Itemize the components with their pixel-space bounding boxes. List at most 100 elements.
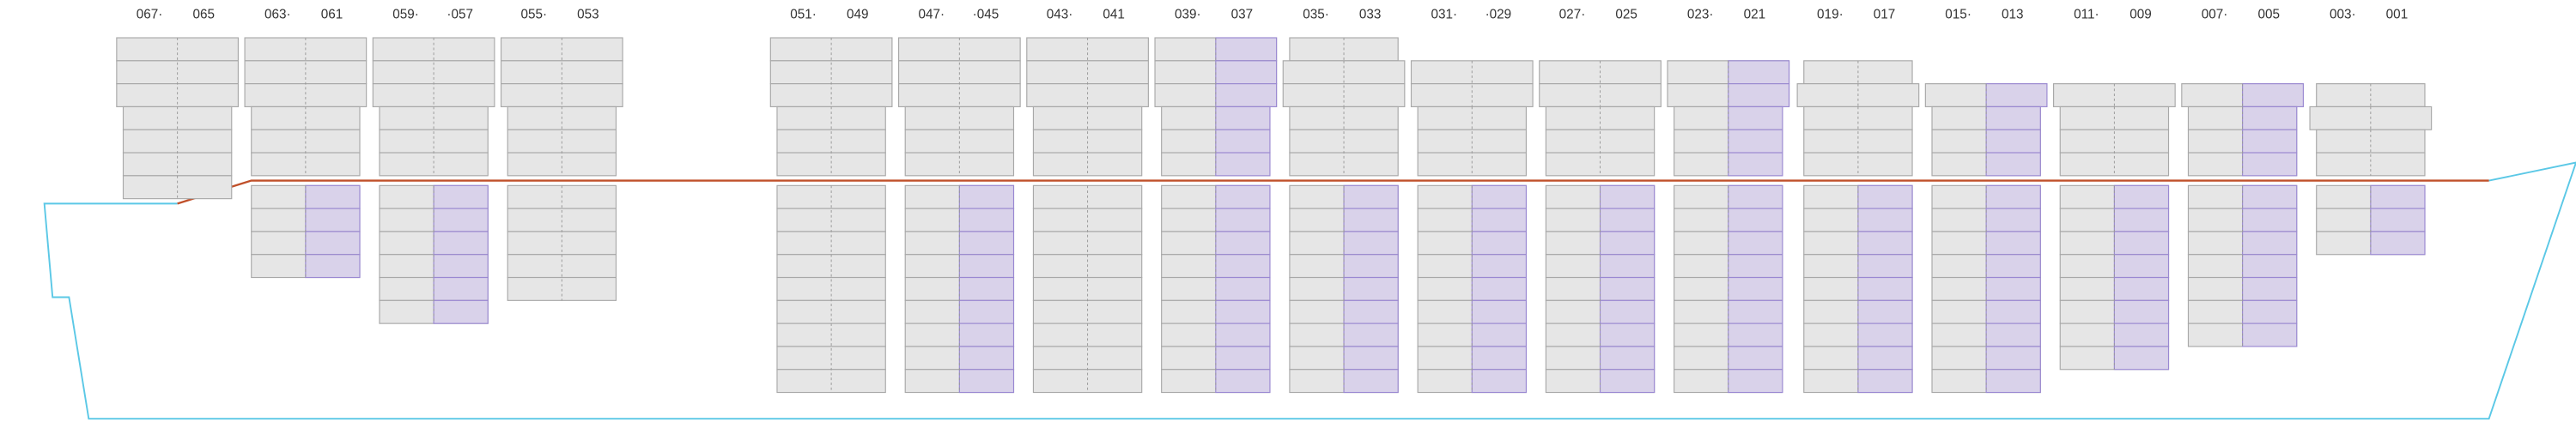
hull-outline bbox=[43, 161, 2576, 420]
occupied-slot bbox=[958, 208, 1015, 232]
occupied-slot bbox=[2113, 346, 2170, 371]
occupied-slot bbox=[1343, 184, 1399, 209]
occupied-slot bbox=[433, 254, 489, 279]
occupied-slot bbox=[1471, 369, 1527, 394]
occupied-slot bbox=[1728, 299, 1783, 324]
occupied-slot bbox=[1215, 152, 1271, 177]
occupied-slot bbox=[2113, 276, 2170, 301]
occupied-slot bbox=[1215, 276, 1271, 301]
occupied-slot bbox=[1599, 184, 1656, 209]
occupied-slot bbox=[1599, 346, 1656, 371]
occupied-slot bbox=[2113, 323, 2170, 347]
bay-label: 061 bbox=[321, 7, 343, 21]
occupied-slot bbox=[1857, 369, 1913, 394]
occupied-slot bbox=[1985, 152, 2041, 177]
occupied-slot bbox=[1728, 276, 1783, 301]
bay-label: 043· bbox=[1047, 7, 1073, 21]
bay-label: 021 bbox=[1744, 7, 1766, 21]
occupied-slot bbox=[2113, 208, 2170, 232]
bay-label: 015· bbox=[1945, 7, 1971, 21]
bay-label: 049 bbox=[847, 7, 869, 21]
occupied-slot bbox=[1215, 184, 1271, 209]
bay-label: 067· bbox=[137, 7, 163, 21]
occupied-slot bbox=[1215, 37, 1278, 62]
occupied-slot bbox=[433, 208, 489, 232]
occupied-slot bbox=[1985, 208, 2041, 232]
occupied-slot bbox=[1343, 231, 1399, 256]
occupied-slot bbox=[1857, 208, 1913, 232]
occupied-slot bbox=[1728, 106, 1783, 130]
occupied-slot bbox=[1215, 346, 1271, 371]
bay-label: 031· bbox=[1431, 7, 1457, 21]
occupied-slot bbox=[433, 299, 489, 324]
occupied-slot bbox=[1728, 129, 1783, 154]
occupied-slot bbox=[2242, 299, 2298, 324]
occupied-slot bbox=[1728, 323, 1783, 347]
occupied-slot bbox=[1985, 369, 2041, 394]
occupied-slot bbox=[1599, 231, 1656, 256]
occupied-slot bbox=[1599, 276, 1656, 301]
occupied-slot bbox=[2113, 299, 2170, 324]
occupied-slot bbox=[1215, 106, 1271, 130]
bay-label: 007· bbox=[2202, 7, 2228, 21]
occupied-slot bbox=[433, 231, 489, 256]
bay-label: 003· bbox=[2330, 7, 2356, 21]
bay-label: 005 bbox=[2257, 7, 2280, 21]
bay-label: 009 bbox=[2129, 7, 2152, 21]
occupied-slot bbox=[1471, 254, 1527, 279]
bay-label: 041 bbox=[1103, 7, 1125, 21]
occupied-slot bbox=[1343, 254, 1399, 279]
bay-label: ·029 bbox=[1485, 7, 1512, 21]
bay-label: 019· bbox=[1817, 7, 1844, 21]
occupied-slot bbox=[958, 254, 1015, 279]
occupied-slot bbox=[958, 184, 1015, 209]
occupied-slot bbox=[1728, 60, 1790, 85]
occupied-slot bbox=[958, 346, 1015, 371]
occupied-slot bbox=[958, 231, 1015, 256]
bay-label: ·057 bbox=[447, 7, 473, 21]
occupied-slot bbox=[1985, 276, 2041, 301]
occupied-slot bbox=[1985, 106, 2041, 130]
occupied-slot bbox=[1343, 346, 1399, 371]
occupied-slot bbox=[305, 184, 361, 209]
occupied-slot bbox=[1728, 231, 1783, 256]
occupied-slot bbox=[1471, 346, 1527, 371]
occupied-slot bbox=[2370, 208, 2426, 232]
occupied-slot bbox=[1857, 323, 1913, 347]
occupied-slot bbox=[1599, 299, 1656, 324]
occupied-slot bbox=[958, 369, 1015, 394]
occupied-slot bbox=[1857, 299, 1913, 324]
occupied-slot bbox=[1728, 346, 1783, 371]
occupied-slot bbox=[1599, 208, 1656, 232]
occupied-slot bbox=[1343, 369, 1399, 394]
occupied-slot bbox=[433, 184, 489, 209]
bay-label: 011· bbox=[2074, 7, 2099, 21]
occupied-slot bbox=[1857, 231, 1913, 256]
occupied-slot bbox=[2242, 106, 2298, 130]
bay-label: 027· bbox=[1559, 7, 1586, 21]
bay-label: 065 bbox=[192, 7, 215, 21]
bay-label: 059· bbox=[392, 7, 419, 21]
occupied-slot bbox=[1985, 254, 2041, 279]
occupied-slot bbox=[1343, 323, 1399, 347]
bay-label: 063· bbox=[264, 7, 291, 21]
bay-label: 013 bbox=[2002, 7, 2024, 21]
bay-label: 035· bbox=[1303, 7, 1329, 21]
occupied-slot bbox=[1215, 83, 1278, 108]
occupied-slot bbox=[958, 276, 1015, 301]
occupied-slot bbox=[1985, 299, 2041, 324]
occupied-slot bbox=[1215, 60, 1278, 85]
occupied-slot bbox=[1985, 83, 2048, 108]
occupied-slot bbox=[1599, 369, 1656, 394]
occupied-slot bbox=[958, 323, 1015, 347]
bay-label: 055· bbox=[521, 7, 548, 21]
occupied-slot bbox=[1471, 231, 1527, 256]
occupied-slot bbox=[1728, 369, 1783, 394]
occupied-slot bbox=[1985, 323, 2041, 347]
occupied-slot bbox=[1857, 184, 1913, 209]
bay-label: 033 bbox=[1359, 7, 1382, 21]
occupied-slot bbox=[1471, 208, 1527, 232]
occupied-slot bbox=[1985, 129, 2041, 154]
occupied-slot bbox=[1728, 152, 1783, 177]
